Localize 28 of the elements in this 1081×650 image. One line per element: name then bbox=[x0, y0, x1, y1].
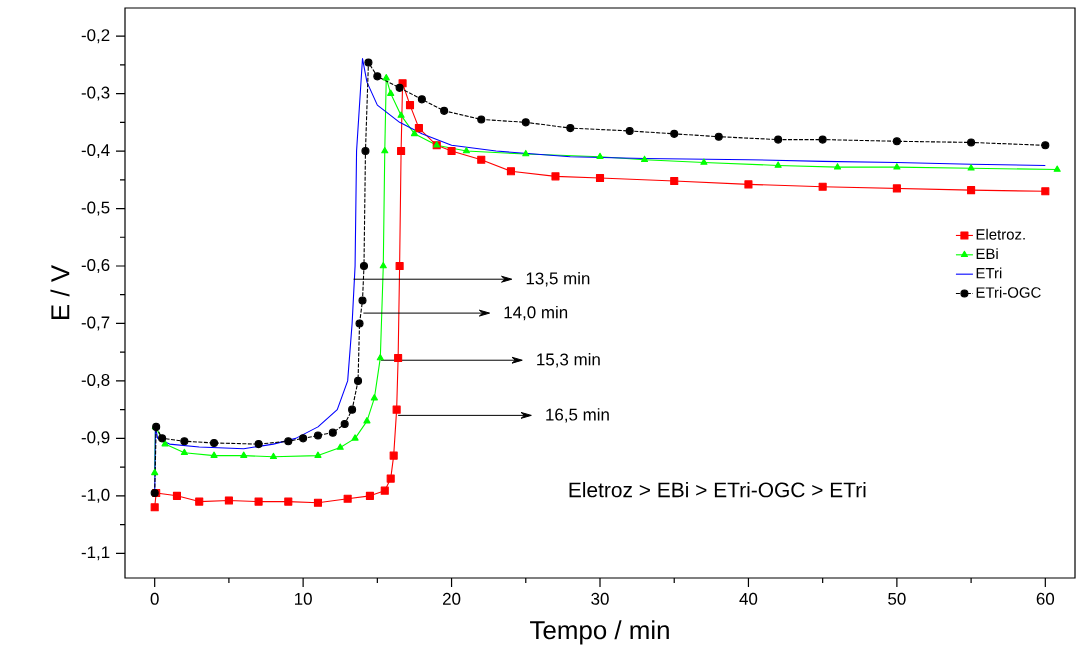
annotation: 14,0 min bbox=[504, 305, 568, 321]
y-tick-label: -0,8 bbox=[81, 373, 110, 388]
x-tick-label: 40 bbox=[739, 592, 758, 605]
x-tick-label: 20 bbox=[443, 592, 461, 605]
y-tick-label: -0,9 bbox=[81, 431, 110, 446]
y-tick-label: -0,3 bbox=[81, 86, 110, 101]
y-tick-label: -0,6 bbox=[81, 258, 110, 273]
annotation: 15,3 min bbox=[537, 353, 600, 368]
y-tick-label: -0,5 bbox=[81, 201, 110, 216]
legend-label: ETri-OGC bbox=[976, 286, 1041, 298]
legend-label: ETri bbox=[976, 267, 1002, 279]
y-tick-label: -1,1 bbox=[81, 546, 110, 561]
legend-label: EBi bbox=[976, 248, 998, 259]
x-tick-label: 10 bbox=[295, 592, 312, 605]
annotation: Eletroz > EBi > ETri-OGC > ETri bbox=[569, 481, 866, 498]
legend-label: Eletroz. bbox=[976, 228, 1025, 240]
x-tick-label: 0 bbox=[150, 592, 159, 605]
annotation: 16,5 min bbox=[546, 408, 609, 423]
x-axis-title: Tempo / min bbox=[530, 620, 669, 645]
y-tick-label: -0,2 bbox=[81, 29, 110, 44]
x-tick-label: 50 bbox=[888, 592, 906, 605]
x-tick-label: 30 bbox=[591, 592, 609, 605]
y-axis-title: E / V bbox=[50, 265, 70, 319]
y-tick-label: -1,0 bbox=[81, 488, 110, 503]
x-tick-label: 60 bbox=[1036, 592, 1055, 605]
y-tick-label: -0,7 bbox=[81, 316, 110, 331]
y-tick-label: -0,4 bbox=[81, 144, 110, 159]
annotation: 13,5 min bbox=[526, 271, 590, 287]
